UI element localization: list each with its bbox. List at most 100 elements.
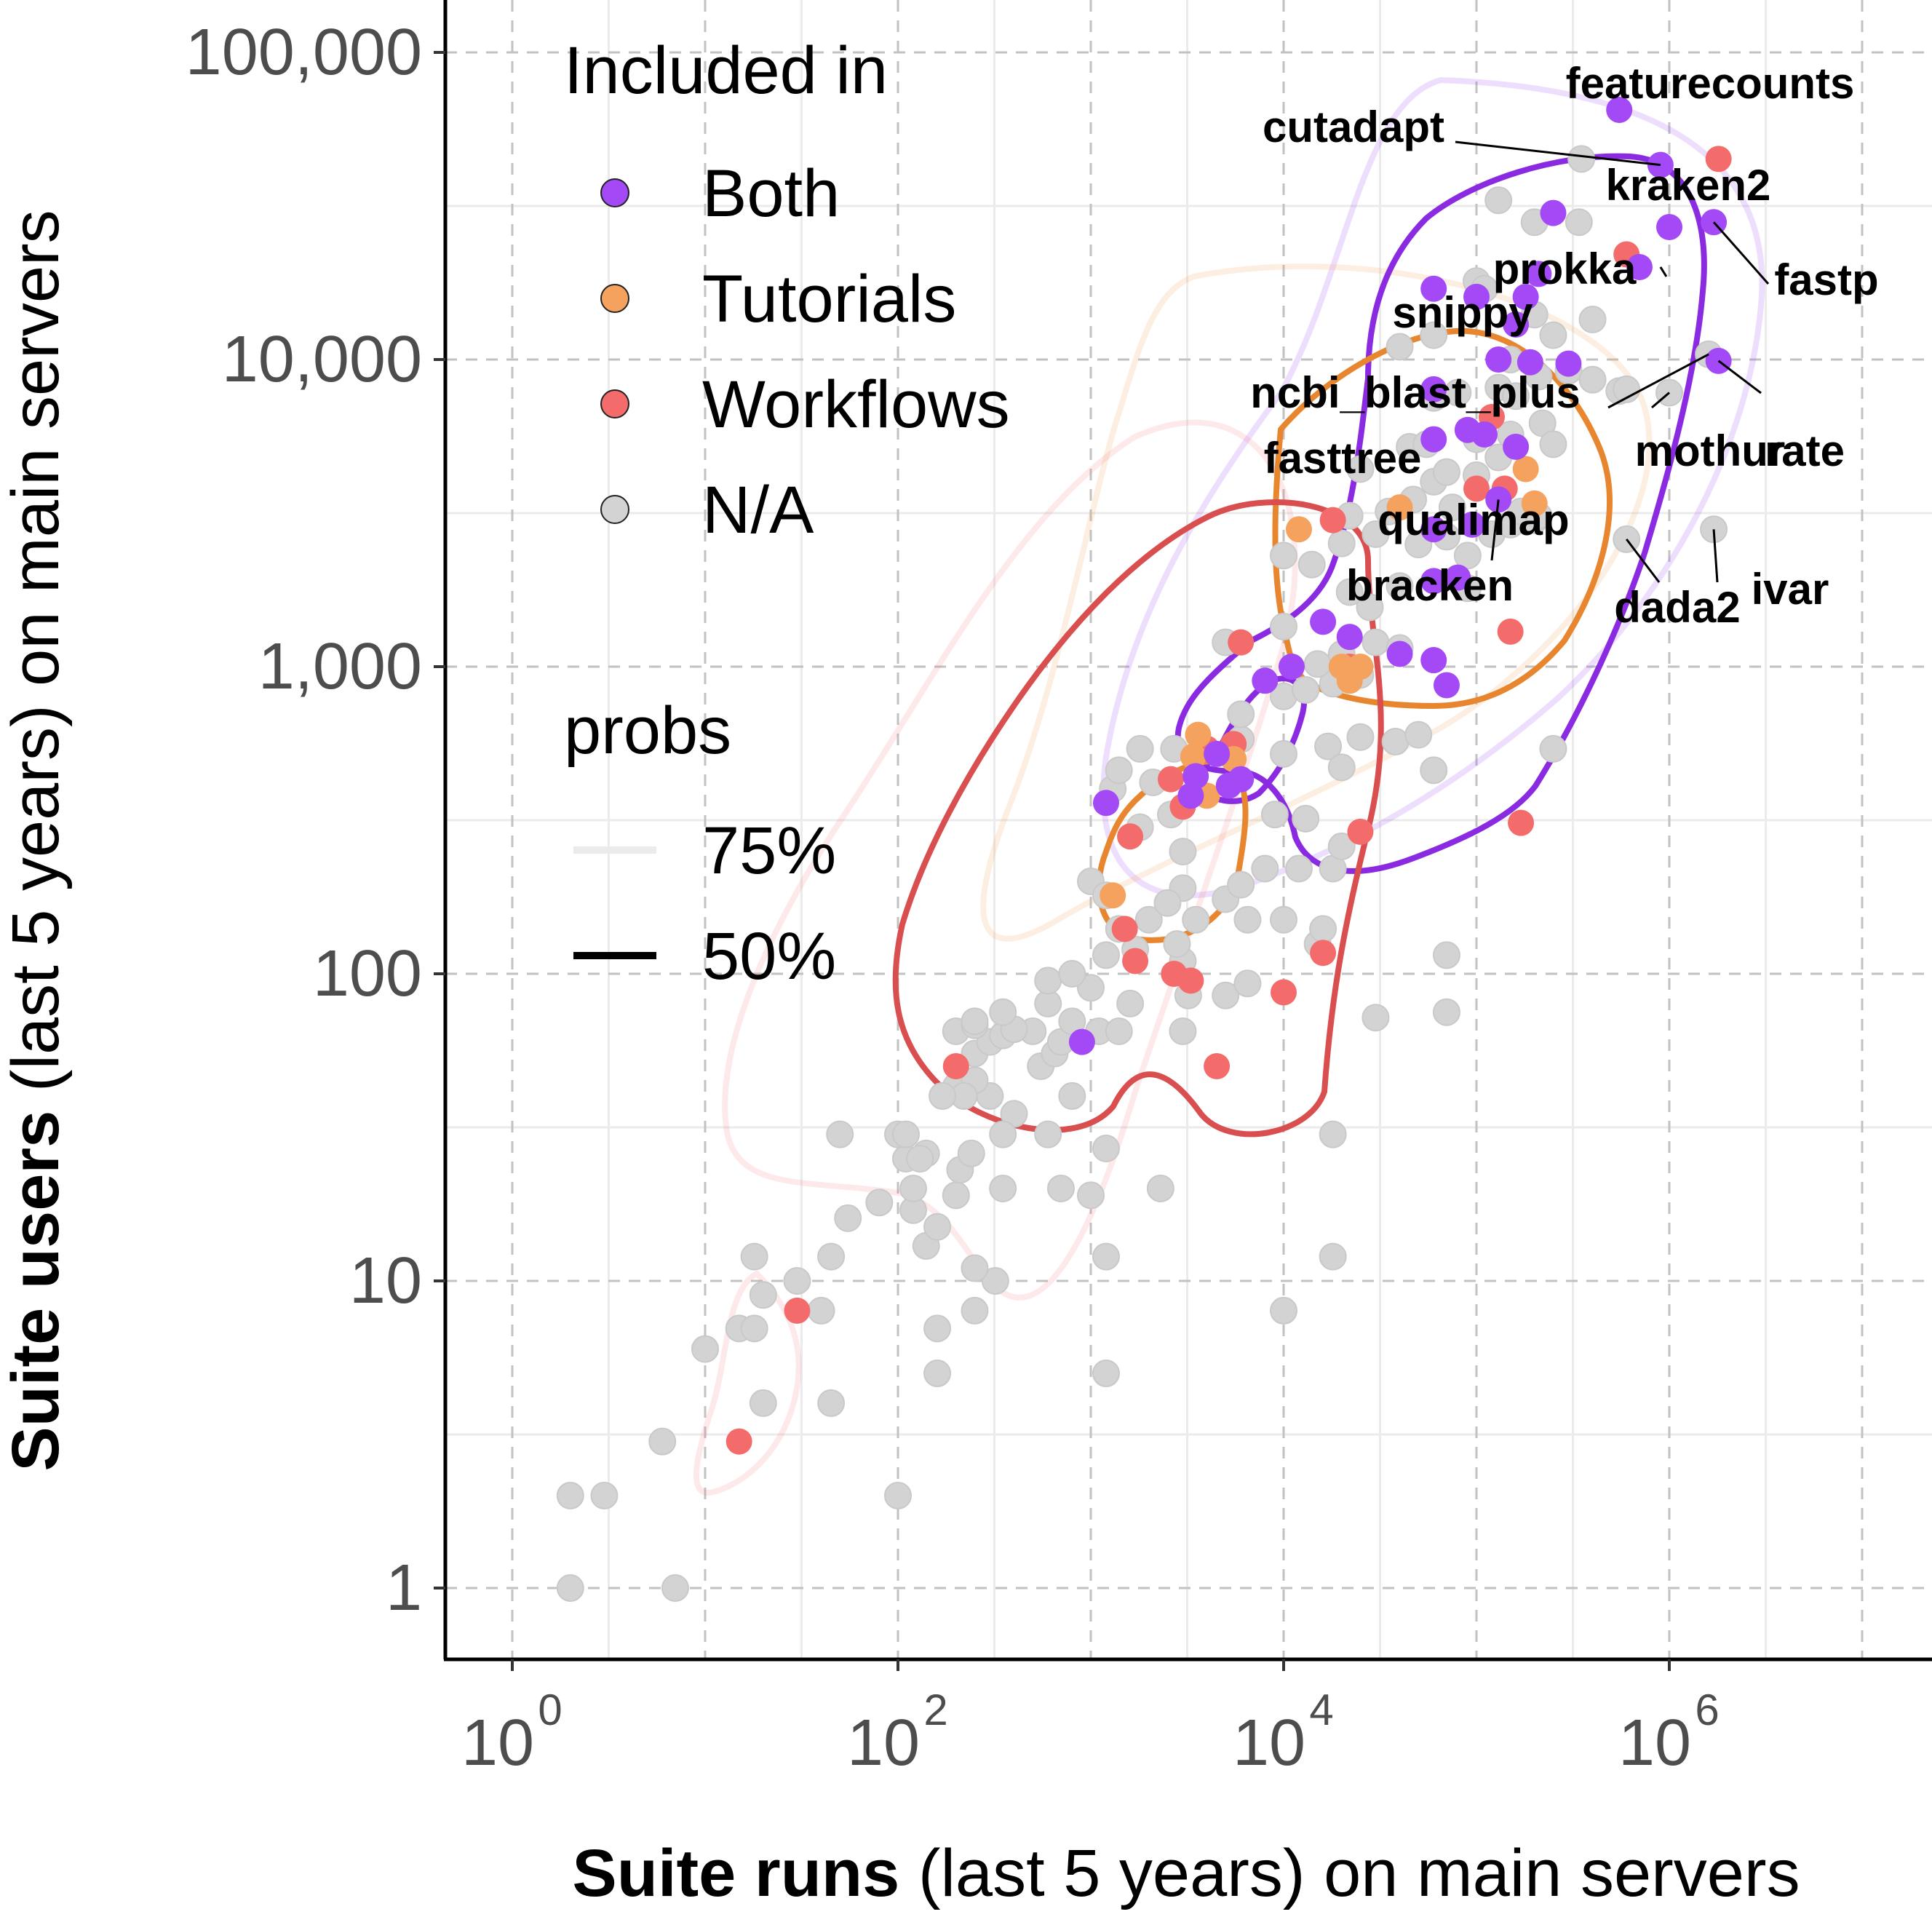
point-na bbox=[1502, 382, 1530, 410]
point-na bbox=[556, 1574, 584, 1602]
point-na bbox=[981, 1267, 1009, 1295]
point-both bbox=[1433, 672, 1460, 699]
legend-label: N/A bbox=[702, 473, 814, 547]
point-na bbox=[1327, 753, 1356, 782]
point-workflows bbox=[1122, 948, 1149, 975]
point-na bbox=[1420, 321, 1448, 349]
point-label: ncbi_blast_plus bbox=[1250, 368, 1580, 417]
point-tutorials bbox=[1386, 494, 1413, 521]
point-both bbox=[1420, 568, 1447, 595]
point-na bbox=[961, 1296, 989, 1325]
point-na bbox=[891, 1120, 920, 1148]
leader-line bbox=[1712, 529, 1719, 583]
point-tutorials bbox=[1285, 516, 1312, 543]
y-tick-label: 10,000 bbox=[222, 323, 422, 396]
point-na bbox=[865, 1188, 894, 1217]
legend-title: Included in bbox=[564, 33, 888, 108]
point-workflows bbox=[1508, 809, 1535, 836]
point-both bbox=[1656, 213, 1682, 240]
point-tutorials bbox=[1521, 490, 1548, 517]
point-na bbox=[899, 1174, 927, 1202]
point-workflows bbox=[1204, 1053, 1231, 1080]
point-both bbox=[1177, 782, 1204, 809]
point-label: dada2 bbox=[1614, 583, 1740, 632]
point-na bbox=[834, 1204, 862, 1232]
legend-label: Tutorials bbox=[702, 262, 956, 336]
point-na bbox=[929, 1081, 957, 1110]
point-na bbox=[1163, 930, 1191, 958]
point-both bbox=[1420, 647, 1447, 674]
point-na bbox=[1361, 628, 1390, 656]
point-na bbox=[1484, 186, 1513, 215]
y-tick-label: 100,000 bbox=[186, 16, 422, 89]
point-na bbox=[1404, 721, 1433, 749]
point-na bbox=[1539, 734, 1567, 763]
point-label: fasttree bbox=[1264, 434, 1422, 483]
point-na bbox=[1270, 905, 1297, 934]
point-na bbox=[1420, 756, 1448, 785]
point-na bbox=[1105, 756, 1133, 785]
point-both bbox=[1420, 275, 1447, 302]
point-both bbox=[1485, 346, 1512, 373]
point-na bbox=[1314, 732, 1343, 761]
legend-label: Workflows bbox=[702, 368, 1010, 442]
probs-label: 50% bbox=[702, 919, 836, 993]
probs-label: 75% bbox=[702, 814, 836, 888]
point-both bbox=[1705, 347, 1732, 374]
point-na bbox=[817, 1242, 846, 1271]
point-na bbox=[1092, 1134, 1120, 1162]
point-na bbox=[1361, 1004, 1390, 1032]
point-tutorials bbox=[1347, 654, 1374, 680]
point-both bbox=[1503, 433, 1530, 460]
x-tick-label: 10 bbox=[1233, 1707, 1305, 1779]
point-na bbox=[740, 1314, 768, 1343]
workflows-contour-75 bbox=[722, 419, 1298, 1301]
point-workflows bbox=[1705, 146, 1732, 172]
point-tutorials bbox=[1100, 882, 1126, 909]
point-na bbox=[1567, 145, 1596, 173]
point-na bbox=[1270, 739, 1297, 768]
point-na bbox=[1438, 493, 1466, 522]
point-label: prokka bbox=[1493, 245, 1637, 293]
x-tick-label: 10 bbox=[1618, 1707, 1691, 1779]
point-both bbox=[1278, 654, 1305, 680]
point-na bbox=[1539, 430, 1567, 459]
point-na bbox=[1092, 1242, 1120, 1271]
point-workflows bbox=[1310, 940, 1337, 967]
point-na bbox=[1058, 960, 1086, 988]
point-label: cutadapt bbox=[1263, 103, 1444, 151]
point-label: rate bbox=[1765, 426, 1845, 475]
point-na bbox=[1319, 1242, 1347, 1271]
point-na bbox=[807, 1296, 835, 1325]
point-label: ivar bbox=[1752, 565, 1829, 614]
point-na bbox=[1432, 941, 1460, 969]
point-both bbox=[1459, 511, 1486, 538]
legend: Included in Both Tutorials Workflows N/A prob… bbox=[564, 33, 1010, 993]
point-na bbox=[1361, 520, 1390, 548]
point-both bbox=[1503, 311, 1530, 338]
legend-swatch-both bbox=[600, 178, 629, 207]
point-na bbox=[989, 998, 1017, 1026]
x-axis-title: Suite runs (last 5 years) on main server… bbox=[572, 1836, 1800, 1910]
point-na bbox=[1270, 1296, 1297, 1325]
point-na bbox=[1613, 375, 1641, 403]
point-na bbox=[1034, 967, 1062, 995]
point-label: qualimap bbox=[1378, 496, 1569, 544]
point-na bbox=[1319, 1120, 1347, 1148]
point-label: snippy bbox=[1392, 288, 1533, 337]
point-na bbox=[1227, 700, 1255, 729]
point-both bbox=[1386, 640, 1413, 667]
point-tutorials bbox=[1185, 721, 1212, 748]
point-workflows bbox=[1117, 823, 1144, 850]
x-tick-label: 10 bbox=[461, 1707, 534, 1779]
point-label: bracken bbox=[1346, 561, 1514, 610]
point-both bbox=[1092, 790, 1119, 817]
point-tutorials bbox=[1512, 456, 1539, 483]
point-workflows bbox=[784, 1297, 811, 1324]
leader-line bbox=[1626, 538, 1661, 583]
point-na bbox=[1270, 612, 1297, 640]
point-workflows bbox=[1463, 475, 1490, 502]
point-both bbox=[1204, 740, 1231, 767]
legend-swatch-na bbox=[600, 495, 629, 524]
